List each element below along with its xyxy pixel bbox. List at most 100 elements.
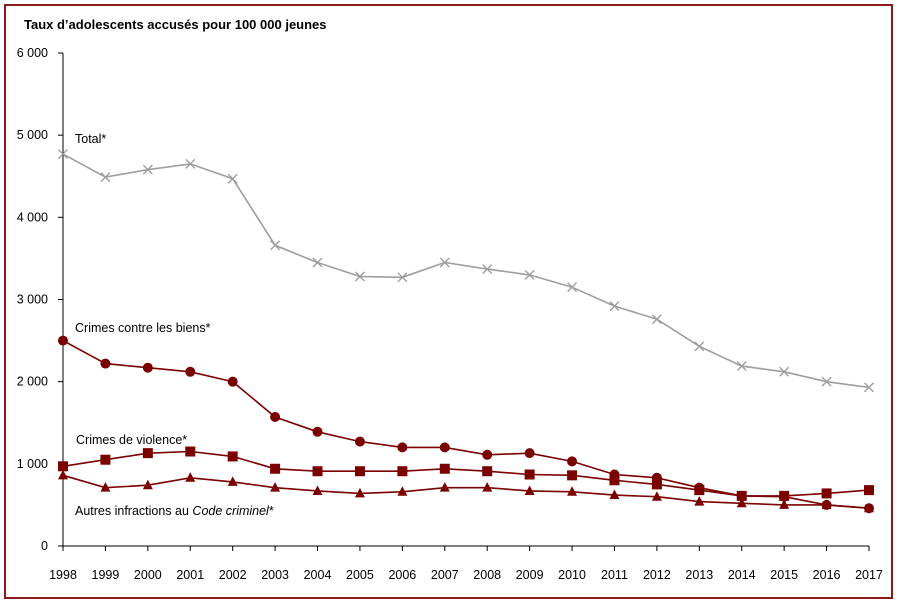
data-point-triangle	[227, 476, 238, 486]
x-tick-label: 2002	[219, 568, 247, 582]
data-point-square	[142, 448, 153, 459]
data-point-triangle	[439, 482, 450, 492]
data-point-x	[227, 173, 238, 184]
data-point-square	[524, 469, 535, 480]
data-point-square	[227, 451, 238, 462]
x-tick-label: 2004	[304, 568, 332, 582]
data-point-triangle	[694, 496, 705, 506]
data-point-circle	[397, 442, 408, 453]
data-point-x	[864, 382, 874, 393]
data-point-circle	[439, 442, 450, 453]
data-point-triangle	[779, 499, 790, 509]
x-tick-label: 2008	[473, 568, 501, 582]
data-point-square	[354, 466, 365, 477]
y-tick-label: 3 000	[17, 293, 48, 307]
data-point-triangle	[270, 482, 281, 492]
x-tick-label: 2011	[601, 568, 628, 582]
data-point-square	[609, 475, 620, 486]
data-point-triangle	[100, 482, 111, 492]
series-label-violent-crimes: Crimes de violence*	[76, 433, 187, 447]
x-tick-label: 2016	[813, 568, 841, 582]
data-point-square	[821, 488, 832, 499]
data-point-triangle	[58, 469, 68, 480]
x-tick-label: 2001	[176, 568, 204, 582]
data-point-circle	[354, 436, 365, 447]
data-point-triangle	[736, 497, 747, 508]
x-tick-label: 2003	[261, 568, 289, 582]
data-point-triangle	[312, 485, 323, 495]
series-label-property-crimes: Crimes contre les biens*	[75, 321, 211, 335]
data-point-x	[397, 272, 408, 283]
data-point-x	[100, 172, 111, 183]
data-point-triangle	[524, 485, 535, 495]
data-point-square	[185, 446, 196, 457]
data-point-x	[439, 257, 450, 268]
data-point-x	[354, 271, 365, 282]
data-point-triangle	[354, 487, 365, 498]
data-point-square	[651, 479, 662, 490]
series-label-other-prefix: Autres infractions au	[75, 504, 192, 518]
data-point-x	[482, 264, 493, 275]
series-line-3	[62, 474, 870, 509]
data-point-square	[312, 466, 323, 477]
x-tick-label: 2006	[388, 568, 416, 582]
data-point-square	[100, 454, 111, 465]
data-point-square	[694, 485, 705, 496]
data-point-square	[270, 463, 281, 474]
y-tick-label: 1 000	[17, 457, 48, 471]
series-label-other-suffix: *	[269, 504, 274, 518]
data-point-x	[142, 164, 153, 175]
x-tick-label: 2010	[558, 568, 586, 582]
series-label-other-italic: Code criminel	[192, 504, 270, 518]
data-point-circle	[142, 362, 153, 373]
data-point-x	[779, 366, 790, 377]
data-point-triangle	[482, 482, 493, 492]
data-point-square	[439, 463, 450, 474]
data-point-circle	[100, 358, 111, 369]
data-point-square	[482, 466, 493, 477]
data-point-x	[312, 257, 323, 268]
data-point-triangle	[397, 486, 408, 496]
data-point-circle	[270, 411, 281, 422]
data-point-x	[694, 341, 705, 352]
data-point-x	[651, 314, 662, 325]
axes: 0 1 000 2 000 3 000 4 000 5 000 6 000 1998 1999 2…	[17, 46, 883, 582]
data-point-circle	[58, 335, 68, 346]
data-point-x	[736, 361, 747, 372]
data-point-triangle	[185, 472, 196, 482]
series-line-2	[62, 450, 870, 497]
data-point-circle	[185, 366, 196, 377]
data-point-triangle	[609, 489, 620, 500]
data-point-square	[779, 490, 790, 501]
data-point-x	[821, 376, 832, 387]
data-point-x	[524, 269, 535, 280]
data-point-square	[736, 490, 747, 501]
data-point-circle	[227, 376, 238, 387]
x-tick-label: 1999	[92, 568, 120, 582]
y-tick-label: 2 000	[17, 375, 48, 389]
data-point-triangle	[864, 502, 874, 513]
series-line-1	[62, 339, 870, 509]
series-labels: Total* Crimes contre les biens* Crimes d…	[75, 132, 274, 518]
data-point-x	[185, 158, 196, 169]
data-point-triangle	[651, 491, 662, 501]
data-point-x	[270, 240, 281, 251]
y-tick-label: 0	[41, 539, 48, 553]
y-tick-label: 4 000	[17, 210, 48, 224]
series-markers	[58, 149, 874, 514]
series-label-total: Total*	[75, 132, 106, 146]
x-tick-label: 2009	[516, 568, 544, 582]
data-point-square	[58, 461, 68, 472]
data-point-circle	[482, 449, 493, 460]
chart-title: Taux d’adolescents accusés pour 100 000 …	[24, 17, 327, 32]
data-point-circle	[567, 456, 578, 467]
data-point-x	[609, 301, 620, 312]
data-point-x	[58, 149, 68, 160]
data-point-triangle	[821, 499, 832, 509]
x-tick-label: 2013	[685, 568, 713, 582]
series-label-other-offences: Autres infractions au Code criminel*	[75, 504, 274, 518]
data-point-circle	[312, 426, 323, 437]
x-tick-label: 2005	[346, 568, 374, 582]
data-point-square	[567, 470, 578, 481]
